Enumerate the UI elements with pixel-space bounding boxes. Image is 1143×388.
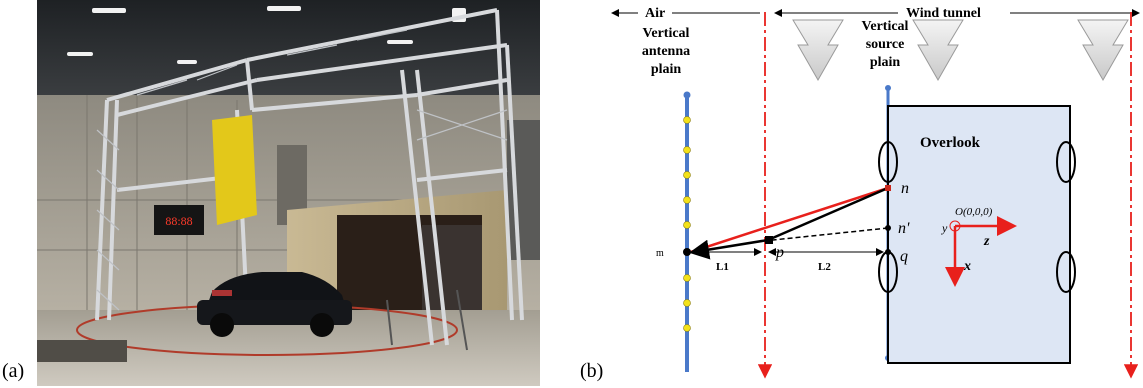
- tripod-stands: [386, 289, 468, 351]
- panel-label-b: (b): [580, 360, 604, 382]
- scoreboard: [154, 205, 204, 235]
- ray-n-to-m: [690, 186, 889, 254]
- point-p-marker: [765, 236, 773, 244]
- air-label: Air: [645, 6, 665, 21]
- axis-z-label: z: [983, 234, 990, 249]
- car: [197, 272, 352, 337]
- truss-bracing: [96, 29, 508, 311]
- source-plane-label-2: source: [866, 37, 905, 52]
- overlook-box: [887, 105, 1071, 364]
- label-n: n: [901, 180, 909, 197]
- axis-x-label: x: [963, 259, 971, 274]
- label-q: q: [900, 248, 908, 265]
- point-m-marker: [683, 248, 691, 256]
- floor-plate: [37, 340, 127, 362]
- wheel-front-left: [878, 141, 898, 183]
- wind-arrow-3: [1077, 19, 1129, 82]
- antenna-plane-label-3: plain: [651, 62, 682, 77]
- scoreboard-text: 88:88: [165, 214, 192, 228]
- point-nprime-marker: [885, 225, 891, 231]
- l1-label: L1: [716, 261, 729, 273]
- ray-nprime-to-p: [772, 227, 889, 241]
- air-boundary-lines: [757, 12, 1139, 379]
- wind-arrow-1: [792, 19, 844, 82]
- l2-label: L2: [818, 261, 831, 273]
- test-chamber-photo: 88:88: [37, 0, 540, 386]
- wheel-rear-right: [1056, 251, 1076, 293]
- ray-p-to-m: [689, 238, 769, 260]
- label-p: p: [775, 244, 784, 261]
- ray-n-to-p: [767, 186, 889, 242]
- overlook-label: Overlook: [920, 135, 981, 151]
- antenna-panel: [212, 115, 257, 225]
- measurement-diagram: Air Wind tunnel Vertical antenna plain V…: [611, 6, 1140, 379]
- antenna-plane-label-1: Vertical: [643, 26, 690, 41]
- point-n-marker: [885, 185, 891, 191]
- ceiling-lights: [67, 6, 466, 64]
- panel-label-a: (a): [2, 360, 25, 382]
- region-header: Air Wind tunnel: [611, 6, 1140, 21]
- wind-tunnel-curtain: [422, 225, 482, 320]
- antenna-elements: [683, 91, 691, 332]
- label-m: m: [656, 248, 664, 259]
- label-nprime: n': [898, 220, 910, 237]
- wind-arrow-2: [912, 19, 964, 82]
- point-q-marker: [885, 249, 891, 255]
- wind-arrows: [792, 19, 1129, 82]
- origin-label: O(0,0,0): [955, 206, 993, 218]
- wind-tunnel-label: Wind tunnel: [906, 6, 981, 21]
- source-plane-label-3: plain: [870, 55, 901, 70]
- axis-y-label: y: [941, 221, 948, 235]
- source-plane-label-1: Vertical: [862, 19, 909, 34]
- wheel-front-right: [1056, 141, 1076, 183]
- antenna-plane-label-2: antenna: [642, 44, 690, 59]
